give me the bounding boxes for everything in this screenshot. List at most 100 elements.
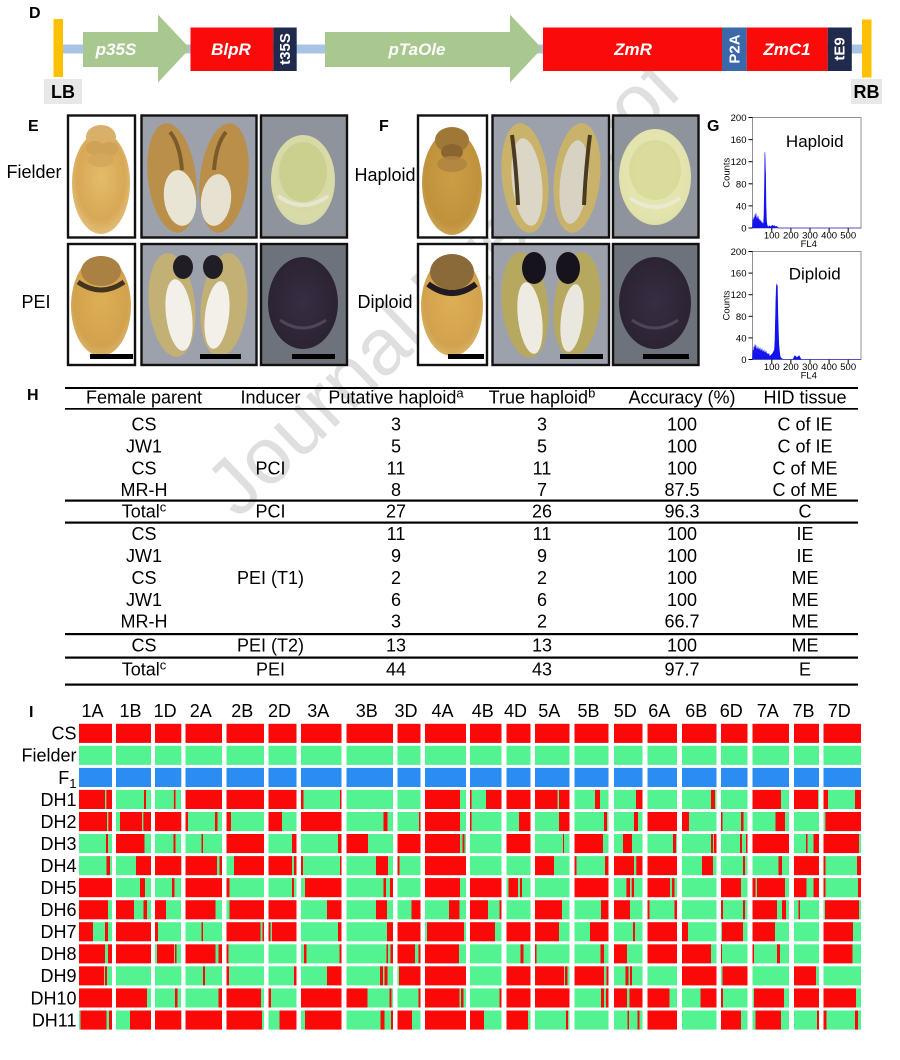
- svg-text:C of ME: C of ME: [772, 458, 837, 478]
- svg-text:8: 8: [391, 480, 401, 500]
- svg-text:7B: 7B: [792, 701, 814, 721]
- svg-text:500: 500: [840, 362, 856, 373]
- svg-text:4A: 4A: [431, 701, 453, 721]
- svg-text:7D: 7D: [828, 701, 851, 721]
- svg-text:DH7: DH7: [40, 922, 76, 942]
- svg-text:400: 400: [821, 231, 837, 242]
- svg-text:DH2: DH2: [40, 812, 76, 832]
- svg-text:C: C: [799, 501, 812, 521]
- svg-text:26: 26: [532, 501, 552, 521]
- svg-text:200: 200: [731, 247, 747, 258]
- svg-text:11: 11: [533, 524, 552, 544]
- svg-text:C of ME: C of ME: [772, 480, 837, 500]
- svg-text:100: 100: [667, 546, 697, 566]
- svg-text:5D: 5D: [614, 701, 637, 721]
- svg-text:HID tissue: HID tissue: [763, 388, 846, 408]
- svg-text:80: 80: [736, 312, 747, 323]
- svg-text:ZmR: ZmR: [613, 40, 653, 59]
- svg-text:DH9: DH9: [40, 966, 76, 986]
- svg-text:JW1: JW1: [126, 546, 162, 566]
- svg-text:LB: LB: [51, 82, 75, 102]
- svg-text:MR-H: MR-H: [121, 480, 168, 500]
- svg-text:C of IE: C of IE: [777, 436, 832, 456]
- svg-text:3: 3: [537, 414, 547, 434]
- svg-text:4D: 4D: [504, 701, 527, 721]
- svg-text:Haploid: Haploid: [354, 165, 415, 185]
- svg-text:5: 5: [391, 436, 401, 456]
- svg-text:0: 0: [741, 355, 746, 366]
- svg-text:DH5: DH5: [40, 878, 76, 898]
- svg-text:9: 9: [537, 546, 547, 566]
- svg-text:H: H: [27, 387, 39, 404]
- svg-text:100: 100: [764, 362, 780, 373]
- svg-text:DH3: DH3: [40, 834, 76, 854]
- svg-text:IE: IE: [796, 546, 813, 566]
- svg-text:I: I: [29, 704, 33, 721]
- svg-text:Putative haploida: Putative haploida: [328, 386, 464, 408]
- svg-text:100: 100: [667, 524, 697, 544]
- svg-text:3D: 3D: [394, 701, 417, 721]
- svg-text:5B: 5B: [577, 701, 599, 721]
- svg-text:2B: 2B: [231, 701, 253, 721]
- svg-text:Diploid: Diploid: [789, 265, 841, 284]
- svg-text:160: 160: [731, 269, 747, 280]
- svg-text:Counts: Counts: [722, 290, 733, 320]
- svg-text:160: 160: [731, 135, 747, 146]
- svg-text:9: 9: [391, 546, 401, 566]
- svg-text:500: 500: [840, 231, 856, 242]
- svg-text:100: 100: [667, 635, 697, 655]
- svg-text:11: 11: [533, 458, 552, 478]
- svg-text:6A: 6A: [648, 701, 670, 721]
- svg-text:DH10: DH10: [30, 988, 76, 1008]
- svg-text:100: 100: [667, 590, 697, 610]
- svg-text:PEI: PEI: [21, 292, 50, 312]
- svg-text:300: 300: [802, 362, 818, 373]
- svg-text:FL4: FL4: [801, 239, 817, 250]
- svg-text:6B: 6B: [685, 701, 707, 721]
- svg-text:D: D: [29, 5, 41, 22]
- svg-text:ME: ME: [792, 590, 819, 610]
- svg-text:1D: 1D: [154, 701, 177, 721]
- svg-text:Accuracy (%): Accuracy (%): [628, 388, 735, 408]
- svg-text:FL4: FL4: [801, 371, 817, 382]
- svg-text:120: 120: [731, 157, 747, 168]
- svg-text:97.7: 97.7: [664, 659, 699, 679]
- svg-text:Totalc: Totalc: [122, 657, 167, 679]
- svg-text:PEI (T1): PEI (T1): [237, 568, 304, 588]
- svg-text:MR-H: MR-H: [121, 611, 168, 631]
- svg-text:100: 100: [764, 231, 780, 242]
- svg-text:120: 120: [731, 290, 747, 301]
- svg-text:DH4: DH4: [40, 856, 76, 876]
- svg-text:0: 0: [741, 224, 746, 235]
- svg-text:200: 200: [731, 113, 747, 124]
- svg-text:DH8: DH8: [40, 944, 76, 964]
- svg-text:Counts: Counts: [722, 157, 733, 187]
- svg-text:CS: CS: [131, 458, 156, 478]
- svg-text:Female parent: Female parent: [86, 388, 202, 408]
- svg-text:pTaOle: pTaOle: [388, 40, 446, 59]
- svg-text:Totalc: Totalc: [122, 499, 167, 521]
- svg-text:CS: CS: [131, 635, 156, 655]
- svg-text:RB: RB: [854, 82, 880, 102]
- svg-text:44: 44: [386, 659, 406, 679]
- svg-text:E: E: [799, 659, 811, 679]
- svg-text:PEI: PEI: [256, 659, 285, 679]
- svg-text:6: 6: [537, 590, 547, 610]
- svg-text:6: 6: [391, 590, 401, 610]
- svg-text:66.7: 66.7: [664, 611, 699, 631]
- svg-text:Inducer: Inducer: [240, 388, 300, 408]
- svg-text:True haploidb: True haploidb: [489, 386, 596, 408]
- svg-text:2: 2: [391, 568, 401, 588]
- svg-text:7: 7: [537, 480, 547, 500]
- svg-text:JW1: JW1: [126, 590, 162, 610]
- svg-text:PCI: PCI: [255, 501, 285, 521]
- svg-text:3A: 3A: [307, 701, 329, 721]
- svg-text:P2A: P2A: [726, 34, 743, 63]
- svg-text:PEI (T2): PEI (T2): [237, 635, 304, 655]
- svg-text:200: 200: [783, 362, 799, 373]
- svg-text:87.5: 87.5: [664, 480, 699, 500]
- svg-text:IE: IE: [796, 524, 813, 544]
- svg-text:F1: F1: [58, 768, 76, 791]
- svg-text:5: 5: [537, 436, 547, 456]
- svg-text:13: 13: [532, 635, 552, 655]
